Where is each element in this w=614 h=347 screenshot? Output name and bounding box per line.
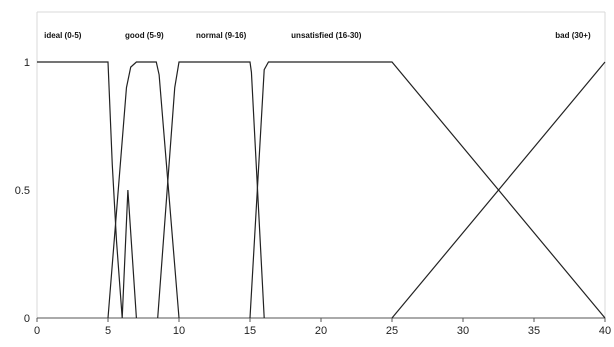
set-label: bad (30+) [555, 31, 591, 40]
set-label: good (5-9) [125, 31, 164, 40]
set-label: ideal (0-5) [44, 31, 82, 40]
set-label-group: ideal (0-5) good (5-9) normal (9-16) unsati… [44, 31, 591, 40]
y-tick-label: 1 [24, 57, 30, 69]
x-tick-label: 40 [599, 325, 611, 337]
series-line-3 [157, 61, 265, 319]
x-tick-label: 10 [173, 325, 185, 337]
set-label: unsatisfied (16-30) [291, 31, 362, 40]
set-label: normal (9-16) [196, 31, 247, 40]
x-tick-label: 0 [34, 325, 40, 337]
x-tick-label: 35 [528, 325, 540, 337]
y-axis: 00.51 [15, 57, 30, 325]
series-line-5 [391, 61, 606, 319]
x-axis: 0 5 10 15 20 25 30 35 40 [34, 318, 611, 337]
y-tick-label: 0 [24, 313, 30, 325]
x-tick-label: 20 [315, 325, 327, 337]
x-tick-label: 25 [386, 325, 398, 337]
series-line-2 [107, 61, 180, 319]
series-group [37, 61, 606, 319]
x-tick-label: 15 [244, 325, 256, 337]
x-tick-label: 30 [457, 325, 469, 337]
series-line-1 [37, 61, 137, 319]
series-line-4 [249, 61, 606, 319]
y-tick-label: 0.5 [15, 185, 30, 197]
x-tick-label: 5 [105, 325, 111, 337]
